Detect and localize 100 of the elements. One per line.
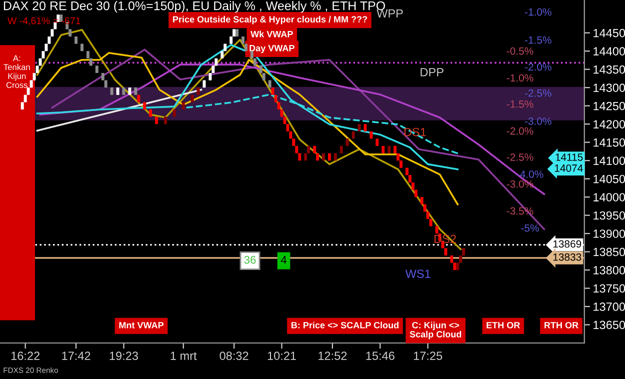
annotation: -1.5%	[506, 100, 534, 108]
candlestick	[42, 50, 45, 59]
x-tick-label: 15:46	[366, 352, 394, 360]
candlestick	[450, 254, 454, 264]
x-tick-label: 17:42	[62, 352, 90, 360]
y-tick-label: 13900	[594, 230, 625, 238]
candlestick	[20, 102, 24, 110]
y-tick-label: 14400	[594, 47, 625, 56]
y-tick-label: 13700	[594, 302, 625, 311]
y-tick-label: 14100	[594, 156, 625, 165]
candlestick	[277, 102, 280, 110]
annotation: -2.0%	[506, 127, 534, 135]
candlestick	[388, 145, 391, 154]
x-tick-label: 08:32	[220, 352, 248, 360]
y-tick-label: 14350	[594, 65, 625, 74]
candlestick	[50, 28, 54, 38]
candlestick	[128, 87, 132, 96]
candlestick	[462, 248, 466, 256]
candlestick	[414, 189, 418, 198]
x-tick-label: 19:23	[110, 352, 138, 360]
candlestick	[280, 108, 284, 118]
candlestick	[122, 87, 126, 96]
candlestick	[220, 50, 224, 59]
candlestick	[453, 262, 456, 271]
annotation: 13869	[553, 240, 582, 248]
candlestick	[95, 65, 98, 74]
candlestick	[236, 28, 239, 38]
annotation: A: Tenkan Kijun Cross	[4, 55, 30, 88]
candlestick	[370, 130, 373, 140]
candlestick	[286, 124, 290, 132]
candlestick	[134, 87, 138, 96]
annotation: -3.0%	[524, 117, 552, 125]
y-tick-label: 14050	[594, 174, 625, 184]
y-tick-label: 14000	[594, 193, 625, 202]
candlestick	[212, 65, 215, 74]
candlestick	[143, 102, 146, 110]
y-tick-label: 14150	[594, 138, 625, 147]
candlestick	[364, 124, 367, 132]
y-tick-label: 14450	[594, 28, 625, 38]
annotation: -2.5%	[524, 89, 552, 97]
annotation: -1.0%	[524, 8, 552, 16]
candlestick	[60, 14, 63, 22]
candlestick	[274, 94, 278, 103]
annotation: -1.0%	[506, 74, 534, 82]
annotation: Day VWAP	[250, 45, 294, 54]
candlestick	[340, 145, 343, 154]
candlestick	[292, 138, 296, 147]
candlestick	[435, 226, 438, 234]
line-series	[36, 29, 462, 250]
annotation: -0.5%	[506, 47, 534, 55]
candlestick	[149, 108, 152, 118]
annotation: -2.5%	[506, 153, 534, 161]
annotation: WPP	[376, 9, 403, 18]
text: 14115	[556, 154, 583, 161]
annotation: ETH OR	[486, 322, 520, 328]
candlestick	[382, 145, 385, 154]
candlestick	[426, 211, 430, 220]
y-tick-label: 13850	[594, 248, 625, 256]
candlestick	[38, 58, 42, 66]
annotation: RTH OR	[544, 322, 578, 328]
x-tick-label: 12:52	[318, 352, 347, 360]
candlestick	[172, 108, 176, 118]
candlestick	[289, 130, 292, 140]
candlestick	[36, 65, 39, 74]
candlestick	[182, 102, 185, 110]
y-tick-label: 14300	[594, 84, 625, 92]
annotation: WS1	[405, 270, 430, 278]
candlestick	[202, 80, 206, 88]
y-tick-label: 13650	[594, 320, 625, 330]
annotation: Wk VWAP	[250, 30, 293, 38]
annotation: 13833	[553, 253, 582, 261]
candlestick	[230, 36, 233, 44]
candlestick	[271, 87, 274, 96]
x-tick-label: 17:25	[414, 352, 442, 360]
y-tick-label: 14200	[594, 120, 625, 128]
annotation: -2.0%	[524, 63, 552, 71]
candlestick	[68, 28, 72, 38]
y-tick-label: 13950	[594, 211, 625, 220]
candlestick	[283, 116, 286, 125]
annotation: 4	[280, 256, 287, 264]
candlestick	[358, 124, 361, 132]
annotation: Mnt VWAP	[119, 322, 164, 328]
x-tick-label: 16:22	[11, 352, 40, 360]
candlestick	[208, 72, 212, 81]
annotation: 36	[244, 256, 256, 264]
candlestick	[444, 248, 448, 256]
candlestick	[48, 36, 51, 44]
candlestick	[262, 72, 266, 81]
annotation: DPP	[420, 68, 444, 76]
candlestick	[346, 138, 349, 147]
candlestick	[26, 87, 30, 96]
candlestick	[101, 72, 104, 81]
text: 14074	[554, 164, 583, 172]
candlestick	[307, 145, 310, 154]
annotation: -4.0%	[516, 170, 544, 178]
candlestick	[32, 72, 36, 81]
x-tick-label: 1 mrt	[170, 352, 197, 360]
y-tick-label: 13750	[594, 284, 625, 293]
line-series	[36, 52, 459, 206]
candlestick	[259, 65, 262, 74]
